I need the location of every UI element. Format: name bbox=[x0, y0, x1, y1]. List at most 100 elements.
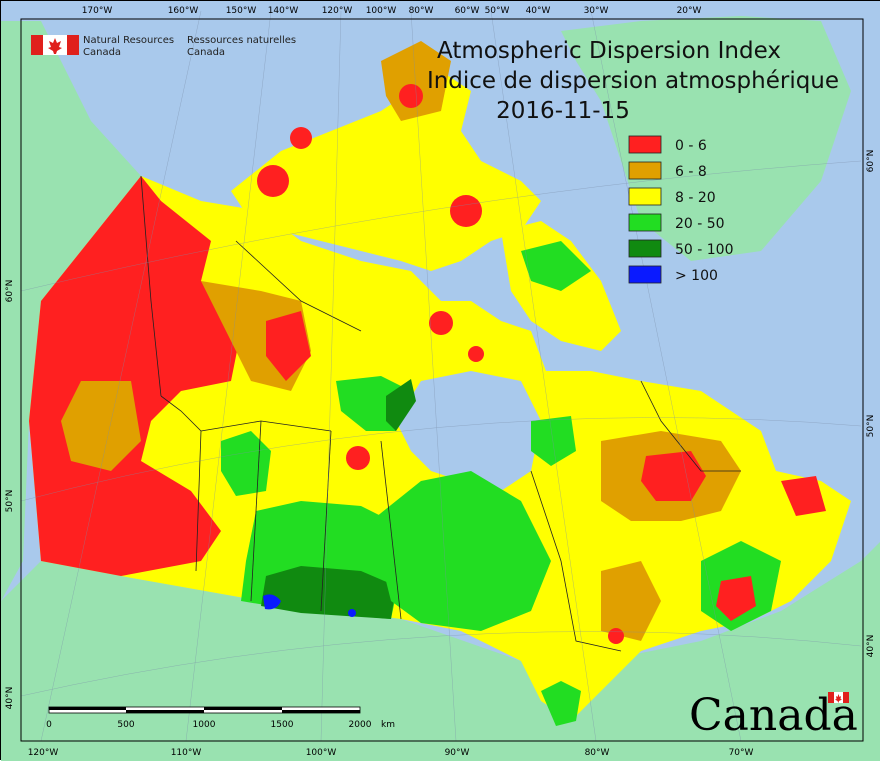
st-lawrence-moderate bbox=[601, 561, 661, 641]
ellesmere-moderate bbox=[381, 41, 451, 121]
title-french: Indice de dispersion atmosphérique bbox=[427, 68, 839, 94]
top-tick: 150°W bbox=[226, 6, 257, 16]
nwt-low bbox=[266, 311, 311, 381]
legend-swatch bbox=[628, 187, 662, 206]
devon-low bbox=[450, 195, 482, 227]
right-tick: 60°N bbox=[866, 150, 876, 173]
usa-land bbox=[1, 542, 880, 761]
yukon-boundary bbox=[140, 175, 162, 397]
graticule-line bbox=[20, 417, 862, 502]
flag-right-bar bbox=[67, 35, 79, 55]
top-tick: 40°W bbox=[526, 6, 551, 16]
prairie-very-good bbox=[261, 566, 396, 619]
scale-label: 500 bbox=[117, 720, 134, 730]
greenland-land bbox=[561, 16, 851, 261]
newfoundland-low bbox=[781, 476, 826, 516]
arctic-low-2 bbox=[290, 127, 312, 149]
wordmark-flag-left bbox=[828, 692, 834, 703]
bc-moderate bbox=[61, 381, 141, 471]
legend-swatch bbox=[628, 161, 662, 180]
scale-label: 2000 bbox=[349, 720, 372, 730]
bottom-tick: 80°W bbox=[585, 748, 610, 758]
top-tick: 20°W bbox=[677, 6, 702, 16]
agency-signature: Natural Resources Canada Ressources natu… bbox=[31, 35, 296, 58]
legend-swatch bbox=[628, 239, 662, 258]
graticule bbox=[20, 10, 862, 742]
bottom-tick: 90°W bbox=[445, 748, 470, 758]
legend-label: 50 - 100 bbox=[675, 242, 734, 258]
agency-fr-line1: Ressources naturelles bbox=[187, 35, 296, 46]
graticule-line bbox=[185, 10, 272, 742]
neighbour-land bbox=[1, 16, 880, 761]
legend-label: 6 - 8 bbox=[675, 164, 707, 180]
top-tick: 140°W bbox=[268, 6, 299, 16]
left-tick: 50°N bbox=[5, 490, 15, 513]
bottom-tick: 120°W bbox=[28, 748, 59, 758]
ontario-good bbox=[371, 471, 551, 631]
quebec-labrador-boundary bbox=[640, 380, 741, 472]
left-ticks: 60°N 50°N 40°N bbox=[5, 280, 15, 710]
top-tick: 160°W bbox=[168, 6, 199, 16]
canada-regions bbox=[29, 41, 851, 726]
legend-label: 20 - 50 bbox=[675, 216, 725, 232]
hudson-bay bbox=[396, 371, 541, 491]
bc-alberta-boundary bbox=[160, 395, 202, 572]
southampton-low bbox=[468, 346, 484, 362]
right-tick: 50°N bbox=[866, 415, 876, 438]
map-border bbox=[20, 18, 864, 742]
quebec-good bbox=[531, 416, 576, 466]
scale-bar: 0 500 1000 1500 2000 km bbox=[46, 706, 395, 730]
sask-manitoba-boundary bbox=[320, 430, 332, 612]
legend-swatch bbox=[628, 265, 662, 284]
legend: 0 - 6 6 - 8 8 - 20 20 - 50 50 - 100 > 100 bbox=[628, 135, 734, 284]
top-tick: 170°W bbox=[82, 6, 113, 16]
scale-label: 1000 bbox=[193, 720, 216, 730]
right-tick: 40°N bbox=[866, 635, 876, 658]
scale-label: 0 bbox=[46, 720, 52, 730]
baffin-good bbox=[521, 241, 591, 291]
top-ticks: 170°W 160°W 150°W 140°W 120°W 100°W 80°W… bbox=[82, 6, 702, 16]
left-tick: 60°N bbox=[5, 280, 15, 303]
wordmark-flag-right bbox=[843, 692, 849, 703]
scale-bar-segment bbox=[49, 707, 126, 710]
nwt-nunavut-boundary bbox=[235, 240, 362, 332]
arctic-low-1 bbox=[257, 165, 289, 197]
legend-label: > 100 bbox=[675, 268, 718, 284]
title-english: Atmospheric Dispersion Index bbox=[437, 38, 781, 64]
canada-wordmark: Canada bbox=[689, 690, 858, 741]
province-boundaries bbox=[140, 175, 741, 652]
agency-en-line2: Canada bbox=[83, 47, 121, 58]
bottom-tick: 110°W bbox=[171, 748, 202, 758]
legend-label: 8 - 20 bbox=[675, 190, 716, 206]
map-title: Atmospheric Dispersion Index Indice de d… bbox=[427, 38, 839, 124]
agency-en-line1: Natural Resources bbox=[83, 35, 174, 46]
st-lawrence-low bbox=[608, 628, 624, 644]
alaska-land bbox=[1, 21, 141, 601]
top-tick: 30°W bbox=[584, 6, 609, 16]
graticule-line bbox=[20, 631, 862, 697]
scale-bar-segment bbox=[204, 707, 282, 710]
top-tick: 120°W bbox=[322, 6, 353, 16]
right-ticks: 60°N 50°N 40°N bbox=[866, 150, 876, 658]
legend-swatch bbox=[628, 135, 662, 154]
flag-left-bar bbox=[31, 35, 43, 55]
graticule-line bbox=[320, 10, 342, 742]
hudson-shore-very-good bbox=[386, 379, 416, 431]
manitoba-low bbox=[346, 446, 370, 470]
legend-swatch bbox=[628, 213, 662, 232]
foxe-low bbox=[429, 311, 453, 335]
scale-bar-segment bbox=[126, 710, 204, 713]
ellesmere-low bbox=[399, 84, 423, 108]
graticule-line bbox=[40, 10, 202, 742]
scale-unit: km bbox=[381, 720, 395, 730]
graticule-line bbox=[20, 160, 862, 292]
scale-label: 1500 bbox=[271, 720, 294, 730]
quebec-low bbox=[641, 451, 706, 501]
left-tick: 40°N bbox=[5, 687, 15, 710]
manitoba-ontario-boundary bbox=[380, 440, 402, 620]
top-tick: 60°W bbox=[455, 6, 480, 16]
nova-scotia-low bbox=[716, 576, 756, 621]
title-date: 2016-11-15 bbox=[496, 98, 630, 124]
west-low-region bbox=[29, 176, 241, 576]
